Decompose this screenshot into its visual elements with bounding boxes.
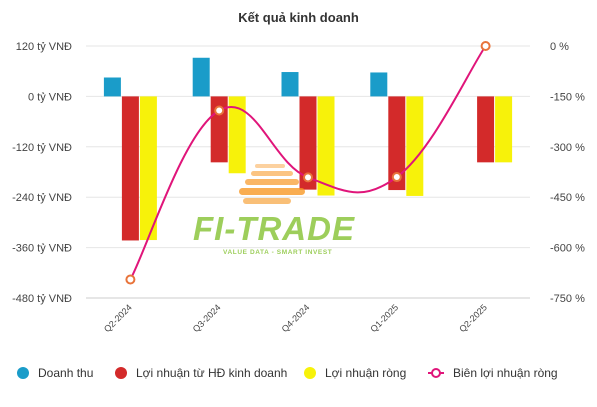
bar-lợi-nhuận-ròng-q1-2025[interactable] xyxy=(406,96,424,196)
bar-lợi-nhuận-từ-hđ-kinh-doanh-q1-2025[interactable] xyxy=(388,96,406,191)
line-point-q2-2024[interactable] xyxy=(125,274,136,285)
legend-swatch-icon xyxy=(304,367,316,379)
legend-swatch-icon xyxy=(115,367,127,379)
left-axis-tick-label: 120 tỷ VNĐ xyxy=(16,41,72,53)
legend-item-bien-loi-nhuan[interactable]: Biên lợi nhuận ròng xyxy=(428,366,558,380)
right-axis-tick-label: -600 % xyxy=(550,243,585,255)
bar-doanh-thu-q3-2024[interactable] xyxy=(192,57,210,97)
bar-doanh-thu-q2-2024[interactable] xyxy=(103,77,121,97)
right-axis-ticks: 0 % -150 % -300 % -450 % -600 % -750 % xyxy=(550,41,585,305)
right-axis-tick-label: 0 % xyxy=(550,41,569,53)
x-axis-ticks: Q2-2024 Q3-2024 Q4-2024 Q1-2025 Q2-2025 xyxy=(102,302,489,334)
legend-label: Biên lợi nhuận ròng xyxy=(453,366,558,380)
left-axis-tick-label: -480 tỷ VNĐ xyxy=(12,293,72,305)
right-axis-tick-label: -750 % xyxy=(550,293,585,305)
x-axis-tick-label: Q2-2024 xyxy=(102,302,134,334)
left-axis-tick-label: 0 tỷ VNĐ xyxy=(28,91,72,103)
line-point-q2-2025[interactable] xyxy=(480,41,491,51)
legend-item-doanh-thu[interactable]: Doanh thu xyxy=(17,366,93,380)
right-axis-tick-label: -300 % xyxy=(550,142,585,154)
chart-title: Kết quả kinh doanh xyxy=(238,10,359,25)
legend-item-loi-nhuan-rong[interactable]: Lợi nhuận ròng xyxy=(304,366,406,380)
bar-lợi-nhuận-ròng-q4-2024[interactable] xyxy=(317,96,335,196)
x-axis-tick-label: Q1-2025 xyxy=(368,302,400,334)
bar-lợi-nhuận-từ-hđ-kinh-doanh-q4-2024[interactable] xyxy=(299,96,317,190)
line-point-q3-2024[interactable] xyxy=(214,105,225,116)
line-point-q1-2025[interactable] xyxy=(391,172,402,183)
x-axis-tick-label: Q4-2024 xyxy=(280,302,312,334)
x-axis-tick-label: Q2-2025 xyxy=(457,302,489,334)
line-point-q4-2024[interactable] xyxy=(303,172,313,183)
bar-lợi-nhuận-ròng-q2-2024[interactable] xyxy=(139,96,157,241)
chart-legend: Doanh thu Lợi nhuận từ HĐ kinh doanh Lợi… xyxy=(0,366,597,386)
fi-trade-watermark-logo: FI-TRADE VALUE DATA - SMART INVEST xyxy=(193,164,355,256)
bar-lợi-nhuận-từ-hđ-kinh-doanh-q2-2025[interactable] xyxy=(477,96,495,163)
left-axis-ticks: 120 tỷ VNĐ 0 tỷ VNĐ -120 tỷ VNĐ -240 tỷ VNĐ… xyxy=(12,41,72,305)
watermark-wave-icon xyxy=(239,164,305,204)
bar-doanh-thu-q1-2025[interactable] xyxy=(370,72,388,97)
right-axis-tick-label: -150 % xyxy=(550,91,585,103)
legend-label: Doanh thu xyxy=(38,366,94,380)
legend-item-loi-nhuan-hd[interactable]: Lợi nhuận từ HĐ kinh doanh xyxy=(115,366,287,380)
left-axis-tick-label: -360 tỷ VNĐ xyxy=(12,243,72,255)
legend-label: Lợi nhuận ròng xyxy=(325,366,407,380)
legend-swatch-icon xyxy=(17,367,29,379)
x-axis-tick-label: Q3-2024 xyxy=(191,302,223,334)
chart-plot: 120 tỷ VNĐ 0 tỷ VNĐ -120 tỷ VNĐ -240 tỷ VNĐ… xyxy=(12,41,585,334)
line-bien-loi-nhuan-rong xyxy=(129,45,487,280)
bar-lợi-nhuận-ròng-q3-2024[interactable] xyxy=(228,96,246,174)
legend-label: Lợi nhuận từ HĐ kinh doanh xyxy=(136,366,288,380)
watermark-tagline: VALUE DATA - SMART INVEST xyxy=(223,249,332,256)
bar-lợi-nhuận-ròng-q2-2025[interactable] xyxy=(495,96,513,163)
right-axis-tick-label: -450 % xyxy=(550,192,585,204)
line-series xyxy=(125,41,491,285)
bar-lợi-nhuận-từ-hđ-kinh-doanh-q2-2024[interactable] xyxy=(121,96,139,241)
bar-doanh-thu-q4-2024[interactable] xyxy=(281,72,299,97)
legend-line-marker-icon xyxy=(428,367,444,379)
left-axis-tick-label: -240 tỷ VNĐ xyxy=(12,192,72,204)
left-axis-tick-label: -120 tỷ VNĐ xyxy=(12,142,72,154)
watermark-logo-text: FI-TRADE xyxy=(193,210,355,247)
